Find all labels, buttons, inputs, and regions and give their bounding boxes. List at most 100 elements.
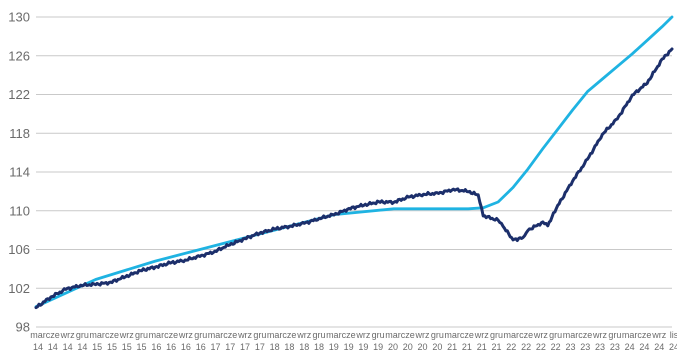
x-tick-month-label: wrz — [415, 330, 430, 340]
x-tick-month-label: mar — [504, 330, 520, 340]
x-tick-month-label: wrz — [651, 330, 666, 340]
x-tick-month-label: mar — [208, 330, 224, 340]
x-tick-year-label: 21 — [462, 342, 472, 352]
x-tick-year-label: 18 — [284, 342, 294, 352]
x-tick-year-label: 17 — [210, 342, 220, 352]
x-tick-month-label: wrz — [592, 330, 607, 340]
x-tick-month-label: wrz — [237, 330, 252, 340]
x-tick-month-label: mar — [149, 330, 165, 340]
x-tick-month-label: mar — [326, 330, 342, 340]
x-tick-year-label: 18 — [314, 342, 324, 352]
x-tick-year-label: 21 — [477, 342, 487, 352]
x-tick-year-label: 17 — [255, 342, 265, 352]
x-tick-month-label: gru — [194, 330, 207, 340]
x-tick-year-label: 14 — [63, 342, 73, 352]
x-tick-month-label: wrz — [178, 330, 193, 340]
series-line-dark-navy — [34, 47, 674, 310]
x-tick-year-label: 24 — [625, 342, 635, 352]
x-tick-month-label: mar — [444, 330, 460, 340]
x-tick-year-label: 19 — [329, 342, 339, 352]
x-tick-month-label: gru — [549, 330, 562, 340]
x-tick-year-label: 16 — [181, 342, 191, 352]
x-tick-month-label: gru — [608, 330, 621, 340]
x-tick-year-label: 17 — [225, 342, 235, 352]
x-tick-year-label: 19 — [373, 342, 383, 352]
x-tick-month-label: mar — [563, 330, 579, 340]
x-tick-year-label: 24 — [669, 342, 677, 352]
x-tick-year-label: 18 — [299, 342, 309, 352]
y-tick-label: 102 — [8, 281, 30, 296]
x-tick-year-label: 22 — [536, 342, 546, 352]
x-tick-year-label: 24 — [639, 342, 649, 352]
x-tick-year-label: 15 — [137, 342, 147, 352]
x-tick-year-label: 23 — [595, 342, 605, 352]
y-tick-label: 122 — [8, 87, 30, 102]
x-tick-month-label: cze — [637, 330, 651, 340]
x-tick-year-label: 16 — [151, 342, 161, 352]
x-tick-month-label: gru — [431, 330, 444, 340]
x-tick-year-label: 19 — [358, 342, 368, 352]
y-tick-label: 110 — [9, 203, 30, 218]
x-tick-month-label: gru — [372, 330, 385, 340]
x-tick-month-label: cze — [460, 330, 474, 340]
y-tick-label: 126 — [8, 48, 30, 63]
x-tick-year-label: 17 — [240, 342, 250, 352]
x-tick-month-label: cze — [401, 330, 415, 340]
y-tick-label: 98 — [16, 320, 30, 335]
x-tick-month-label: gru — [253, 330, 266, 340]
y-tick-label: 106 — [8, 242, 30, 257]
y-tick-label: 130 — [8, 10, 30, 25]
x-tick-year-label: 20 — [388, 342, 398, 352]
x-tick-year-label: 21 — [492, 342, 502, 352]
x-tick-year-label: 14 — [77, 342, 87, 352]
x-tick-year-label: 20 — [403, 342, 413, 352]
x-tick-year-label: 19 — [344, 342, 354, 352]
x-tick-month-label: cze — [578, 330, 592, 340]
x-tick-year-label: 23 — [580, 342, 590, 352]
series-line-light-blue — [34, 15, 674, 309]
x-tick-year-label: 18 — [270, 342, 280, 352]
x-tick-month-label: mar — [385, 330, 401, 340]
x-tick-year-label: 20 — [418, 342, 428, 352]
x-tick-month-label: cze — [519, 330, 533, 340]
x-tick-year-label: 15 — [92, 342, 102, 352]
x-tick-month-label: wrz — [60, 330, 75, 340]
x-tick-month-label: mar — [89, 330, 105, 340]
y-tick-label: 118 — [9, 126, 30, 141]
x-tick-year-label: 15 — [122, 342, 132, 352]
x-tick-year-label: 16 — [196, 342, 206, 352]
x-tick-year-label: 14 — [48, 342, 58, 352]
x-tick-month-label: gru — [490, 330, 503, 340]
x-tick-month-label: lis — [670, 330, 677, 340]
x-tick-month-label: cze — [223, 330, 237, 340]
x-tick-month-label: mar — [622, 330, 638, 340]
x-tick-month-label: wrz — [474, 330, 489, 340]
x-tick-month-label: mar — [267, 330, 283, 340]
x-tick-year-label: 14 — [33, 342, 43, 352]
x-tick-year-label: 22 — [521, 342, 531, 352]
x-tick-year-label: 24 — [654, 342, 664, 352]
x-tick-month-label: cze — [164, 330, 178, 340]
x-tick-month-label: gru — [76, 330, 89, 340]
x-tick-month-label: mar — [30, 330, 46, 340]
x-tick-month-label: gru — [313, 330, 326, 340]
x-tick-month-label: cze — [282, 330, 296, 340]
x-tick-month-label: cze — [342, 330, 356, 340]
x-tick-year-label: 16 — [166, 342, 176, 352]
x-tick-month-label: cze — [46, 330, 60, 340]
y-tick-label: 114 — [9, 165, 30, 180]
x-tick-year-label: 20 — [432, 342, 442, 352]
x-tick-year-label: 23 — [565, 342, 575, 352]
x-tick-year-label: 15 — [107, 342, 117, 352]
x-tick-year-label: 22 — [551, 342, 561, 352]
x-tick-month-label: wrz — [119, 330, 134, 340]
x-tick-month-label: wrz — [533, 330, 548, 340]
x-tick-month-label: wrz — [355, 330, 370, 340]
x-tick-year-label: 21 — [447, 342, 457, 352]
x-tick-year-label: 22 — [506, 342, 516, 352]
x-tick-month-label: gru — [135, 330, 148, 340]
x-tick-month-label: cze — [105, 330, 119, 340]
x-tick-month-label: wrz — [296, 330, 311, 340]
